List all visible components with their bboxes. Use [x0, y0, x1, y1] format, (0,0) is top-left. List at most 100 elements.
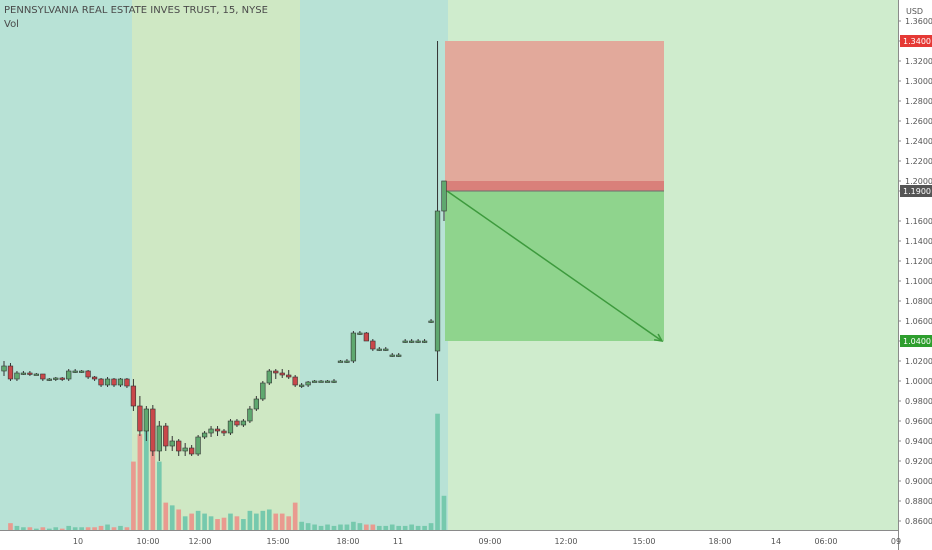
- volume-bar: [59, 528, 65, 530]
- candle-body: [331, 380, 337, 383]
- volume-bar: [46, 528, 52, 530]
- candle-body: [227, 420, 234, 434]
- candle-body: [428, 320, 434, 323]
- candle-body: [1, 365, 7, 372]
- candle-body: [66, 370, 72, 380]
- volume-bar: [137, 434, 143, 530]
- candle-body: [363, 332, 369, 342]
- volume-bar: [312, 524, 317, 530]
- volume-bar: [286, 516, 292, 530]
- candle-body: [150, 408, 156, 452]
- volume-bar: [215, 519, 220, 530]
- candle-body: [240, 420, 247, 426]
- y-tick-label: 1.1200: [905, 257, 932, 266]
- volume-bar: [292, 502, 298, 530]
- candle-body: [409, 340, 415, 343]
- candle-body: [214, 428, 221, 432]
- volume-bar: [228, 513, 233, 530]
- candle-body: [383, 348, 389, 351]
- volume-bar: [409, 524, 414, 530]
- time-axis-bg: [0, 530, 898, 550]
- volume-bar: [53, 527, 59, 530]
- candle-body: [305, 381, 311, 386]
- candle-body: [130, 385, 137, 407]
- volume-bar: [34, 528, 39, 530]
- volume-bar: [402, 525, 408, 530]
- candle-body: [389, 354, 395, 357]
- candle-body: [59, 377, 65, 380]
- x-tick-label: 11: [393, 537, 403, 546]
- volume-bar: [221, 517, 227, 530]
- volume-bar: [273, 513, 279, 530]
- x-tick-label: 15:00: [266, 537, 289, 546]
- volume-bar: [98, 525, 104, 530]
- volume-bar: [305, 523, 311, 530]
- candle-body: [350, 332, 357, 362]
- candle-body: [415, 340, 421, 343]
- x-tick-label: 14: [771, 537, 781, 546]
- volume-indicator-label[interactable]: Vol: [4, 19, 19, 30]
- candle-body: [201, 432, 208, 438]
- y-tick-label: 1.0000: [905, 377, 932, 386]
- arrowhead: [653, 333, 664, 342]
- volume-bar: [260, 510, 266, 530]
- price-badge-stop-label: 1.3400: [903, 37, 931, 46]
- volume-bar: [247, 510, 253, 530]
- candle-body: [299, 384, 305, 387]
- volume-bar: [396, 525, 402, 530]
- volume-bar: [85, 527, 91, 530]
- y-tick-label: 1.2800: [905, 97, 932, 106]
- candle-body: [46, 378, 52, 381]
- volume-bar: [428, 523, 434, 530]
- stop-loss-zone: [445, 41, 664, 191]
- price-badge-target-label: 1.0400: [903, 337, 931, 346]
- candle-body: [311, 380, 318, 383]
- volume-bar: [163, 502, 169, 530]
- volume-bar: [364, 524, 369, 530]
- volume-bar: [131, 461, 136, 530]
- x-tick-label: 12:00: [554, 537, 577, 546]
- volume-bar: [338, 524, 343, 530]
- x-tick-label: 10:00: [136, 537, 159, 546]
- volume-bar: [124, 527, 130, 530]
- candle-body: [195, 436, 201, 455]
- volume-bar: [435, 413, 440, 530]
- candle-body: [176, 440, 182, 452]
- time-axis[interactable]: 10 10:00 12:00 15:00 18:00 11 09:00 12:00 15:00 1…: [73, 537, 901, 546]
- volume-bar: [150, 447, 156, 530]
- volume-bar: [40, 527, 46, 530]
- candle-body: [402, 340, 408, 343]
- x-tick-label: 12:00: [188, 537, 211, 546]
- volume-bar: [66, 525, 72, 530]
- candlesticks: [1, 41, 447, 461]
- candle-body: [14, 372, 20, 380]
- candle-body: [441, 180, 447, 212]
- volume-bar: [144, 420, 149, 530]
- volume-bar: [8, 523, 13, 530]
- candle-body: [208, 428, 214, 434]
- y-tick-label: 1.1600: [905, 217, 932, 226]
- price-badge-current: [900, 185, 932, 197]
- volume-bar: [318, 525, 324, 530]
- y-tick-label: 1.0800: [905, 297, 932, 306]
- volume-bar: [72, 527, 78, 530]
- candle-body: [79, 370, 85, 373]
- volume-bar: [195, 510, 201, 530]
- volume-bar: [111, 527, 117, 530]
- volume-bars: [8, 413, 447, 530]
- x-tick-label: 10: [73, 537, 83, 546]
- volume-bar: [27, 527, 33, 530]
- candle-body: [98, 378, 104, 386]
- session-bg: [300, 0, 448, 530]
- volume-bar: [351, 521, 356, 530]
- projection-arrow[interactable]: [446, 190, 664, 342]
- volume-bar: [357, 523, 363, 530]
- volume-bar: [325, 524, 330, 530]
- volume-bar: [176, 509, 182, 530]
- risk-reward-tool[interactable]: [445, 41, 664, 341]
- candle-body: [396, 354, 402, 357]
- y-tick-label: 0.9200: [905, 457, 932, 466]
